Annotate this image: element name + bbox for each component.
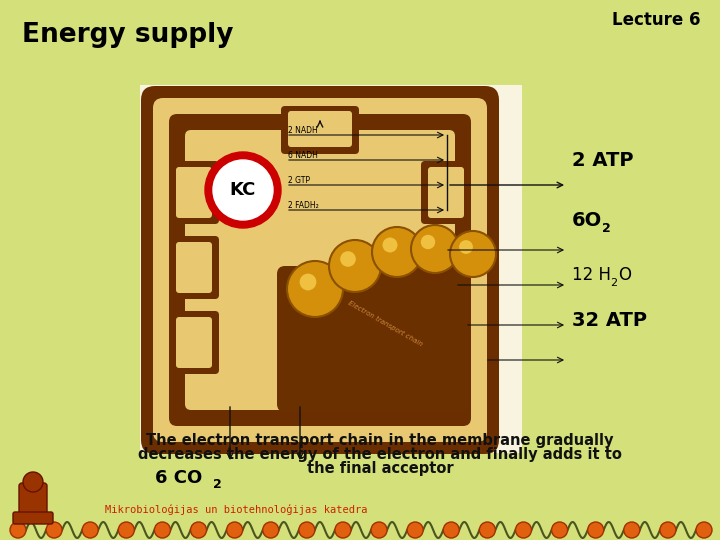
Circle shape xyxy=(10,522,26,538)
Circle shape xyxy=(23,472,43,492)
FancyBboxPatch shape xyxy=(176,167,212,218)
FancyBboxPatch shape xyxy=(288,111,352,147)
FancyBboxPatch shape xyxy=(428,167,464,218)
Circle shape xyxy=(300,274,316,291)
Circle shape xyxy=(46,522,62,538)
FancyBboxPatch shape xyxy=(13,512,53,524)
Text: KC: KC xyxy=(230,181,256,199)
Text: 6 NADH: 6 NADH xyxy=(288,151,318,160)
FancyBboxPatch shape xyxy=(153,98,487,442)
Circle shape xyxy=(371,522,387,538)
Text: 12 H: 12 H xyxy=(572,266,611,284)
Circle shape xyxy=(411,225,459,273)
Text: 2: 2 xyxy=(213,478,222,491)
Text: 32 ATP: 32 ATP xyxy=(572,310,647,329)
FancyBboxPatch shape xyxy=(176,317,212,368)
FancyBboxPatch shape xyxy=(169,236,219,299)
FancyBboxPatch shape xyxy=(421,161,471,224)
Text: 2 ATP: 2 ATP xyxy=(572,151,634,170)
FancyBboxPatch shape xyxy=(428,242,464,293)
Text: 2 FADH₂: 2 FADH₂ xyxy=(288,201,319,210)
Text: Lecture 6: Lecture 6 xyxy=(611,11,700,29)
Text: 2 GTP: 2 GTP xyxy=(288,176,310,185)
Circle shape xyxy=(407,522,423,538)
Circle shape xyxy=(660,522,676,538)
Text: 6O: 6O xyxy=(572,211,602,229)
Circle shape xyxy=(340,251,356,267)
Text: Mikrobioloģijas un biotehnoloģijas katedra: Mikrobioloģijas un biotehnoloģijas kated… xyxy=(105,504,367,515)
FancyBboxPatch shape xyxy=(277,266,468,412)
Circle shape xyxy=(444,522,459,538)
Circle shape xyxy=(329,240,381,292)
Text: the final acceptor: the final acceptor xyxy=(307,461,454,476)
Circle shape xyxy=(450,231,496,277)
Circle shape xyxy=(287,261,343,317)
Circle shape xyxy=(459,240,473,254)
Circle shape xyxy=(588,522,603,538)
FancyBboxPatch shape xyxy=(428,317,464,368)
Circle shape xyxy=(624,522,640,538)
FancyBboxPatch shape xyxy=(141,86,499,454)
Circle shape xyxy=(516,522,531,538)
Circle shape xyxy=(382,238,397,253)
FancyBboxPatch shape xyxy=(140,85,522,453)
Circle shape xyxy=(420,235,435,249)
FancyBboxPatch shape xyxy=(281,106,359,154)
Circle shape xyxy=(299,522,315,538)
Circle shape xyxy=(419,249,451,281)
Text: decreases the energy of the electron and finally adds it to: decreases the energy of the electron and… xyxy=(138,447,622,462)
FancyBboxPatch shape xyxy=(176,242,212,293)
Circle shape xyxy=(213,160,273,220)
Circle shape xyxy=(118,522,135,538)
FancyBboxPatch shape xyxy=(19,483,47,521)
FancyBboxPatch shape xyxy=(185,130,455,410)
FancyBboxPatch shape xyxy=(421,236,471,299)
Text: Electron transport chain: Electron transport chain xyxy=(347,300,423,348)
Circle shape xyxy=(335,522,351,538)
Text: 6 CO: 6 CO xyxy=(155,469,202,487)
Text: 2: 2 xyxy=(602,221,611,234)
Circle shape xyxy=(191,522,207,538)
Text: Energy supply: Energy supply xyxy=(22,22,233,48)
Circle shape xyxy=(227,522,243,538)
Circle shape xyxy=(205,152,281,228)
FancyBboxPatch shape xyxy=(421,311,471,374)
Text: 2 NADH: 2 NADH xyxy=(288,126,318,135)
Circle shape xyxy=(372,227,422,277)
Circle shape xyxy=(480,522,495,538)
Text: O: O xyxy=(618,266,631,284)
Circle shape xyxy=(696,522,712,538)
Circle shape xyxy=(263,522,279,538)
FancyBboxPatch shape xyxy=(169,311,219,374)
Text: The electron transport chain in the membrane gradually: The electron transport chain in the memb… xyxy=(146,433,613,448)
Text: 2: 2 xyxy=(610,278,617,288)
FancyBboxPatch shape xyxy=(169,114,471,426)
Circle shape xyxy=(154,522,171,538)
FancyBboxPatch shape xyxy=(169,161,219,224)
Circle shape xyxy=(552,522,567,538)
Circle shape xyxy=(82,522,98,538)
